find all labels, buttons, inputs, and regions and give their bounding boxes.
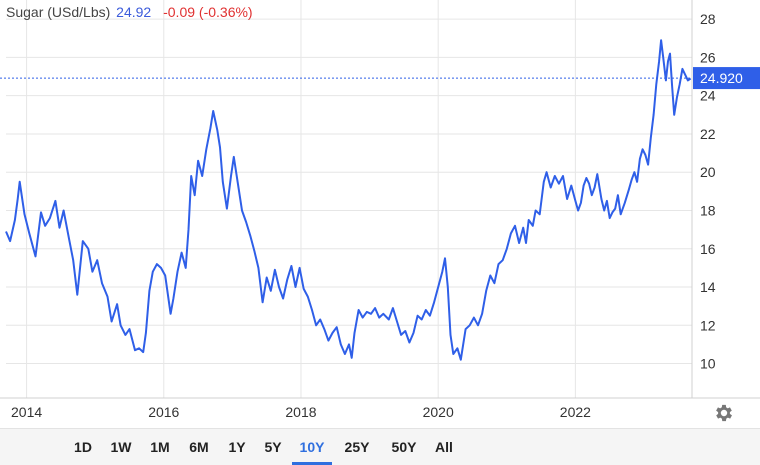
- y-tick-label: 12: [700, 317, 716, 333]
- legend-change: -0.09 (-0.36%): [163, 4, 253, 20]
- range-button-50y[interactable]: 50Y: [391, 439, 417, 455]
- range-button-5y[interactable]: 5Y: [264, 439, 282, 455]
- y-tick-label: 24: [700, 88, 716, 104]
- x-tick-label: 2022: [560, 404, 591, 420]
- range-toolbar: 1D 1W 1M 6M 1Y 5Y 10Y 25Y 50Y All: [0, 428, 760, 465]
- x-tick-label: 2020: [423, 404, 454, 420]
- x-tick-label: 2018: [285, 404, 316, 420]
- x-tick-label: 2016: [148, 404, 179, 420]
- range-button-1w[interactable]: 1W: [110, 439, 132, 455]
- x-axis: 2014 2016 2018 2020 2022: [11, 404, 591, 420]
- x-tick-label: 2014: [11, 404, 42, 420]
- range-button-1m[interactable]: 1M: [150, 439, 170, 455]
- legend-price: 24.92: [116, 4, 152, 20]
- y-tick-label: 14: [700, 279, 716, 295]
- price-tag-layer: 24.920: [0, 67, 760, 90]
- range-button-6m[interactable]: 6M: [189, 439, 209, 455]
- y-tick-label: 18: [700, 202, 716, 218]
- last-price-tag: [693, 67, 760, 90]
- y-axis: 10 12 14 16 18 20 22 24 26 28: [700, 11, 716, 371]
- range-button-all[interactable]: All: [435, 439, 453, 455]
- chart-legend: Sugar (USd/Lbs) 24.92 -0.09 (-0.36%): [6, 4, 253, 20]
- y-tick-label: 22: [700, 126, 716, 142]
- range-button-1d[interactable]: 1D: [74, 439, 92, 455]
- y-tick-label: 28: [700, 11, 716, 27]
- y-tick-label: 26: [700, 49, 716, 65]
- series-layer: [5, 39, 692, 361]
- last-price-tag-label: 24.920: [700, 70, 743, 86]
- grid: [0, 0, 760, 399]
- legend-name: Sugar (USd/Lbs): [6, 4, 111, 20]
- price-series-line: [5, 39, 692, 361]
- chart-area[interactable]: 10 12 14 16 18 20 22 24 26 28 2014 2016 2018 2020 202…: [0, 0, 760, 428]
- range-button-10y[interactable]: 10Y: [292, 429, 332, 465]
- range-button-25y[interactable]: 25Y: [344, 439, 370, 455]
- y-tick-label: 10: [700, 356, 716, 372]
- gear-icon[interactable]: [713, 402, 735, 424]
- range-button-1y[interactable]: 1Y: [228, 439, 246, 455]
- y-tick-label: 20: [700, 164, 716, 180]
- y-tick-label: 16: [700, 241, 716, 257]
